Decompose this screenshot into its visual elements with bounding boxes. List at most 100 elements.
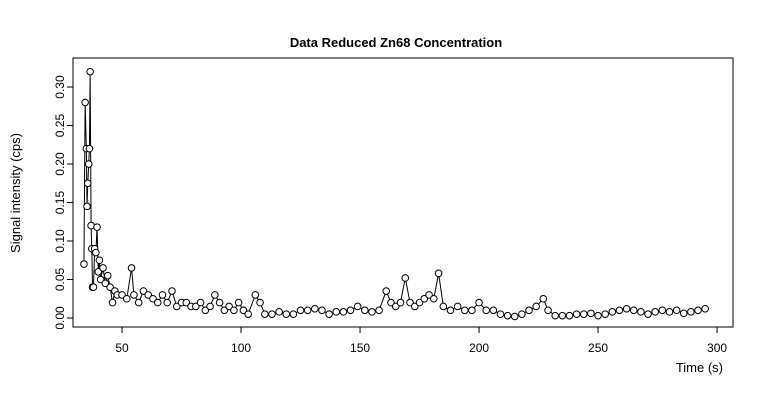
data-point [579, 310, 588, 318]
data-point [106, 283, 114, 291]
data-point [375, 306, 383, 315]
data-point [103, 271, 112, 280]
data-point [353, 302, 362, 311]
data-point [410, 302, 419, 311]
data-point [594, 311, 602, 320]
data-point [93, 223, 101, 231]
data-point [251, 291, 260, 299]
data-point [289, 310, 298, 318]
data-point [239, 306, 248, 315]
x-tick-label: 100 [231, 341, 251, 355]
data-point [701, 304, 709, 313]
data-point [144, 291, 153, 299]
data-point [318, 306, 326, 315]
y-axis-label: Signal intensity (cps) [8, 133, 23, 253]
data-point [587, 309, 595, 318]
data-point [496, 310, 505, 318]
data-point [182, 298, 191, 307]
data-point [95, 256, 104, 265]
data-point [415, 298, 424, 307]
data-point [101, 279, 110, 288]
data-point [234, 298, 243, 307]
data-point [122, 294, 131, 303]
data-point [130, 291, 138, 299]
data-point [325, 310, 333, 318]
data-point [211, 291, 219, 299]
data-point [346, 306, 355, 315]
data-point [601, 310, 609, 318]
data-point [92, 248, 100, 257]
y-tick-label: 0.00 [53, 306, 67, 330]
data-point [201, 306, 210, 315]
data-point [84, 160, 93, 168]
data-point [83, 179, 92, 188]
y-tick-label: 0.30 [53, 75, 67, 99]
series-line [83, 71, 706, 317]
data-point [168, 287, 176, 295]
data-point [525, 306, 533, 315]
data-point [81, 98, 89, 107]
data-point [518, 310, 526, 318]
data-point [460, 306, 469, 315]
data-point [430, 294, 438, 303]
data-point [139, 287, 148, 295]
x-axis-label: Time (s) [676, 360, 723, 375]
data-point [244, 310, 252, 318]
data-point [311, 304, 319, 313]
data-point [401, 274, 410, 282]
data-point [651, 308, 659, 316]
data-point [158, 291, 167, 299]
data-point [539, 294, 548, 303]
data-point [108, 298, 117, 307]
data-point [453, 302, 462, 311]
data-point [420, 294, 429, 303]
data-point [446, 306, 455, 315]
data-point [94, 267, 103, 276]
data-point [275, 308, 283, 316]
data-point [558, 311, 567, 320]
data-point [665, 308, 674, 316]
data-point [608, 308, 617, 316]
data-point [134, 298, 143, 307]
data-point [644, 310, 652, 318]
data-point [339, 308, 348, 316]
data-point [368, 308, 376, 316]
data-point [296, 306, 305, 315]
y-tick-label: 0.10 [53, 229, 67, 253]
y-tick-label: 0.15 [53, 191, 67, 215]
data-point [468, 306, 476, 315]
x-tick-label: 300 [707, 341, 727, 355]
data-point [261, 310, 269, 318]
data-point [510, 312, 519, 321]
y-tick-label: 0.25 [53, 114, 67, 138]
data-point [163, 298, 172, 307]
data-point [96, 275, 105, 284]
data-point [83, 202, 91, 211]
data-point [153, 298, 162, 307]
data-point [439, 302, 448, 311]
data-point [86, 67, 94, 76]
data-point [206, 302, 214, 311]
data-point [256, 298, 264, 307]
data-point [382, 287, 391, 295]
data-point [387, 298, 395, 307]
data-point [172, 302, 181, 311]
data-point [391, 302, 400, 311]
data-point [572, 310, 581, 318]
data-point [149, 294, 157, 303]
data-point [482, 306, 490, 315]
data-point [196, 298, 205, 307]
data-point [475, 298, 483, 307]
data-point [532, 302, 540, 311]
data-point [694, 306, 702, 315]
data-point [565, 311, 574, 320]
data-point [679, 309, 688, 318]
data-point [489, 306, 498, 315]
data-point [225, 302, 233, 311]
x-tick-label: 250 [588, 341, 608, 355]
data-point [672, 306, 681, 315]
data-point [360, 306, 369, 315]
data-point [406, 298, 414, 307]
data-point [615, 306, 624, 315]
